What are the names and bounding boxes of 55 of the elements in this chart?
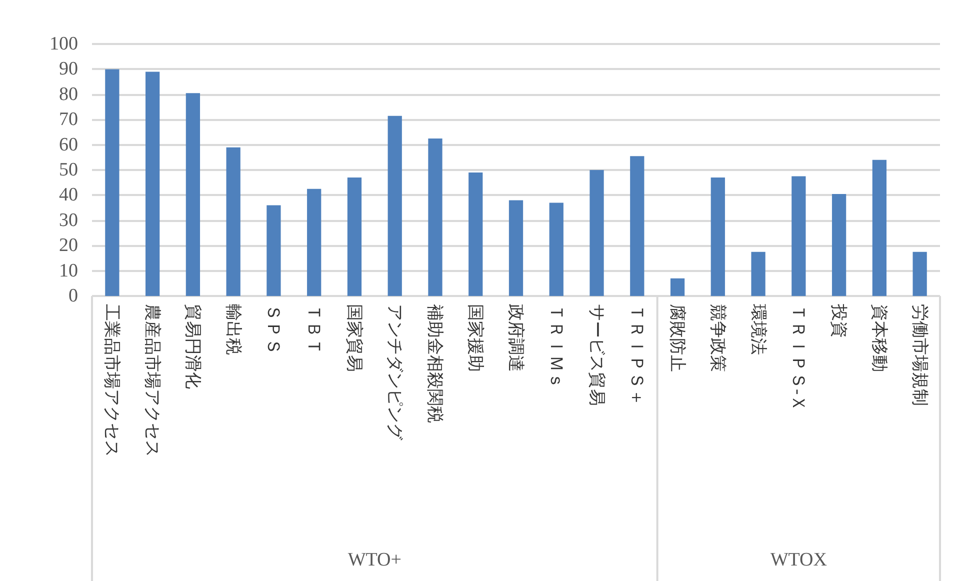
y-tick-label: 80 [59, 84, 78, 105]
x-tick-label: 資本移動 [870, 304, 889, 372]
y-tick-label: 30 [59, 210, 78, 231]
x-tick-label: 競争政策 [708, 304, 728, 372]
bar [872, 160, 886, 296]
x-tick-label: 政府調達 [506, 304, 526, 372]
bar [832, 194, 846, 296]
y-tick-label: 0 [68, 286, 78, 306]
y-tick-label: 10 [59, 260, 78, 282]
bar [347, 178, 362, 296]
bar [792, 176, 806, 296]
x-tick-label: 補助金相殺関税 [426, 304, 445, 423]
x-tick-label: 農産品市場アクセス [143, 304, 162, 457]
text: WTOX [770, 550, 828, 570]
bar [468, 172, 483, 296]
x-tick-label: 環境法 [748, 304, 768, 355]
y-tick-label: 40 [59, 184, 78, 206]
x-tick-label: ＴＲＩＰＳ＋ [628, 304, 647, 406]
x-tick-label: サービス貿易 [587, 304, 606, 406]
bar [388, 116, 402, 296]
x-tick-label: ＳＰＳ [264, 304, 284, 355]
x-tick-label: 腐敗防止 [668, 304, 688, 372]
bar [630, 156, 644, 296]
x-tick-label: 工業品市場アクセス [102, 304, 122, 457]
y-tick-label: 60 [59, 134, 78, 156]
bar [549, 202, 564, 296]
bar [428, 138, 442, 296]
y-tick-label: 70 [59, 109, 78, 130]
x-tick-label: ＴＲＩＭｓ [546, 304, 566, 389]
bar [912, 252, 927, 296]
bar [105, 69, 120, 296]
bar [266, 205, 281, 296]
x-tick-label: 貿易円滑化 [183, 304, 202, 389]
bar [146, 72, 160, 296]
bar [307, 188, 322, 296]
x-tick-label: 国家貿易 [344, 304, 364, 372]
text: WTO+ [348, 550, 402, 570]
y-tick-label: 100 [50, 34, 78, 54]
y-tick-label: 90 [59, 58, 78, 80]
y-tick-label: 50 [59, 160, 78, 180]
bar [226, 147, 240, 296]
x-tick-label: 労働市場規制 [910, 304, 930, 406]
x-tick-label: アンチダンピング [385, 304, 404, 441]
bar [670, 278, 685, 296]
y-tick-label: 20 [59, 235, 78, 256]
bar [590, 170, 604, 296]
x-tick-label: ＴＢＴ [304, 304, 324, 355]
x-tick-label: 投資 [830, 303, 849, 338]
x-tick-label: 国家援助 [466, 304, 486, 372]
bar [751, 252, 766, 296]
bar [710, 178, 725, 296]
bar [186, 93, 200, 296]
bar [508, 200, 524, 296]
x-tick-label: 輸出税 [224, 304, 243, 355]
x-tick-label: ＴＲＩＰＳ-Ｘ [789, 304, 808, 412]
